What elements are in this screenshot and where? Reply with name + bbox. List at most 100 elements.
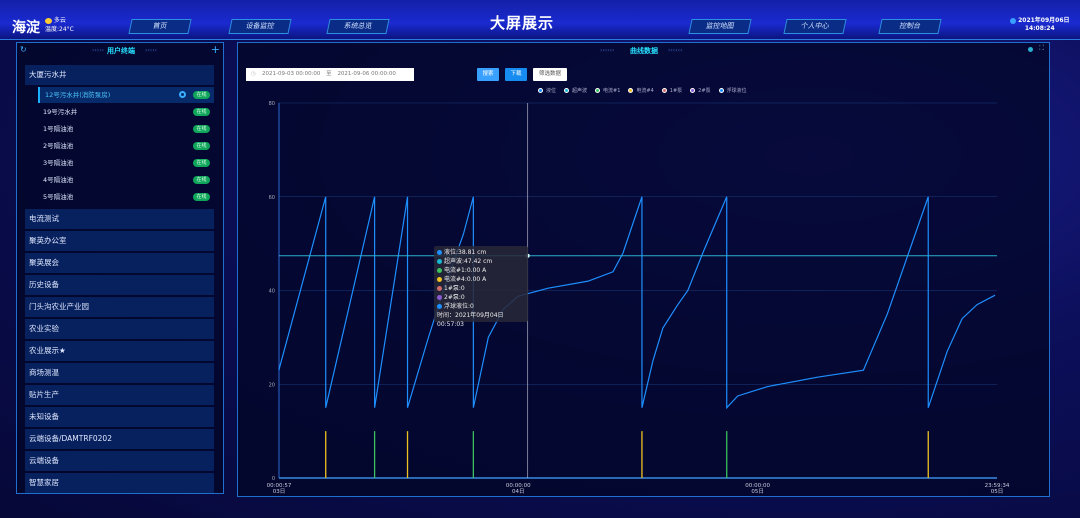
legend-dot-icon <box>628 88 634 93</box>
nav-device-monitor[interactable]: 设备监控 <box>228 19 292 34</box>
sidebar-title: 用户终端 <box>107 47 135 55</box>
download-button[interactable]: 下载 <box>505 68 527 81</box>
date-separator: 至 <box>326 71 332 77</box>
status-badge: 在线 <box>193 193 210 201</box>
status-badge: 在线 <box>193 108 210 116</box>
tree-item[interactable]: 1号隔油池 在线 <box>38 121 214 137</box>
series-dot-icon <box>437 268 442 273</box>
legend-dot-icon <box>661 88 667 93</box>
nav-home[interactable]: 首页 <box>128 19 192 34</box>
group-label: 门头沟农业产业园 <box>29 302 89 311</box>
group-label: 商场测温 <box>29 368 59 377</box>
tree-group[interactable]: 云端设备/DAMTRF0202 <box>25 429 214 449</box>
group-label: 农业实验 <box>29 324 59 333</box>
tree-item[interactable]: 3号隔油池 在线 <box>38 155 214 171</box>
group-label: 云端设备 <box>29 456 59 465</box>
legend-label: 1#泵 <box>669 88 683 94</box>
city-name: 海淀 <box>12 20 40 36</box>
settings-icon[interactable] <box>1028 47 1033 52</box>
tree-group[interactable]: 农业实验 <box>25 319 214 339</box>
tooltip-value: 浮球液位:0 <box>444 303 474 310</box>
group-label: 历史设备 <box>29 280 59 289</box>
tree-group[interactable]: 电流测试 <box>25 209 214 229</box>
legend-item[interactable]: 液位 <box>538 87 556 94</box>
legend-item[interactable]: 电流#1 <box>595 87 620 94</box>
tree-item[interactable]: 2号隔油池 在线 <box>38 138 214 154</box>
tree-group[interactable]: 历史设备 <box>25 275 214 295</box>
tooltip-value: 1#泵:0 <box>444 285 465 292</box>
top-header: 海淀 多云 温度:24°C 首页 设备监控 系统总览 大屏展示 监控地图 个人中… <box>0 0 1080 40</box>
legend-label: 电流#1 <box>603 88 621 94</box>
legend-label: 电流#4 <box>636 88 654 94</box>
search-button[interactable]: 搜索 <box>477 68 499 81</box>
legend-item[interactable]: 2#泵 <box>690 87 711 94</box>
series-dot-icon <box>437 250 442 255</box>
status-badge: 在线 <box>193 176 210 184</box>
tree-group[interactable]: 聚英展会 <box>25 253 214 273</box>
tree-item[interactable]: 5号隔油池 在线 <box>38 189 214 205</box>
status-badge: 在线 <box>193 91 210 99</box>
series-dot-icon <box>437 277 442 282</box>
fullscreen-icon[interactable]: ⛶ <box>1039 44 1044 52</box>
series-dot-icon <box>437 259 442 264</box>
tree-group[interactable]: 云端设备 <box>25 451 214 471</box>
tree-group[interactable]: 聚英办公室 <box>25 231 214 251</box>
legend-item[interactable]: 超声波 <box>564 87 587 94</box>
group-label: 贴片生产 <box>29 390 59 399</box>
chart-legend: 液位 超声波 电流#1 电流#4 1#泵 2#泵 浮球液位 <box>538 87 747 94</box>
arrows-decor: ‹‹‹‹‹ <box>145 47 157 54</box>
clock-icon: ◷ <box>251 71 256 77</box>
weather-widget: 多云 温度:24°C <box>45 16 74 34</box>
filter-data-button[interactable]: 筛选数据 <box>533 68 567 81</box>
legend-item[interactable]: 浮球液位 <box>718 87 747 94</box>
group-label: 智慧家居 <box>29 478 59 487</box>
chart-panel: ›››››› 曲线数据 ‹‹‹‹‹‹ ⛶ <box>237 42 1050 497</box>
tree-item[interactable]: 19号污水井 在线 <box>38 104 214 120</box>
tooltip-line: 1#泵:0 <box>437 284 525 293</box>
settings-icon[interactable] <box>179 91 186 98</box>
tree-item[interactable]: 4号隔油池 在线 <box>38 172 214 188</box>
arrows-decor: ›››››› <box>600 47 615 54</box>
date-range-input[interactable]: ◷ 2021-09-03 00:00:00 至 2021-09-06 00:00… <box>246 68 414 81</box>
legend-item[interactable]: 电流#4 <box>628 87 654 94</box>
tree-group[interactable]: 门头沟农业产业园 <box>25 297 214 317</box>
tooltip-line: 液位:38.81 cm <box>437 248 525 257</box>
status-badge: 在线 <box>193 125 210 133</box>
tree-group[interactable]: 商场测温 <box>25 363 214 383</box>
clock-icon <box>1010 17 1016 24</box>
tree-group[interactable]: 贴片生产 <box>25 385 214 405</box>
nav-personal-center[interactable]: 个人中心 <box>783 19 847 34</box>
tooltip-value: 电流#4:0.00 A <box>444 276 487 283</box>
legend-item[interactable]: 1#泵 <box>661 87 683 94</box>
series-dot-icon <box>437 304 442 309</box>
tree-item[interactable]: 12号污水井(消防泵房) 在线 <box>38 87 214 103</box>
arrows-decor: ‹‹‹‹‹‹ <box>668 47 683 54</box>
tooltip-line: 电流#1:0.00 A <box>437 266 525 275</box>
legend-label: 超声波 <box>572 88 588 94</box>
tooltip-value: 电流#1:0.00 A <box>444 267 487 274</box>
tooltip-line: 浮球液位:0 <box>437 302 525 311</box>
add-icon[interactable]: + <box>210 43 220 56</box>
group-label: 云端设备/DAMTRF0202 <box>29 434 112 443</box>
tree-group[interactable]: 智慧家居 <box>25 473 214 493</box>
end-date[interactable]: 2021-09-06 00:00:00 <box>337 71 396 77</box>
item-label: 4号隔油池 <box>43 176 74 184</box>
start-date[interactable]: 2021-09-03 00:00:00 <box>262 71 321 77</box>
series-dot-icon <box>437 286 442 291</box>
tree-group[interactable]: 未知设备 <box>25 407 214 427</box>
tree-group[interactable]: 大厦污水井 <box>25 65 214 85</box>
refresh-icon[interactable]: ↻ <box>20 45 27 54</box>
legend-dot-icon <box>690 88 696 93</box>
date-text: 2021年09月06日 <box>1018 17 1070 24</box>
nav-system-overview[interactable]: 系统总览 <box>326 19 390 34</box>
temperature: 温度:24°C <box>45 26 74 33</box>
tooltip-line: 电流#4:0.00 A <box>437 275 525 284</box>
tree-group[interactable]: 农业展示★ <box>25 341 214 361</box>
group-label: 未知设备 <box>29 412 59 421</box>
nav-monitor-map[interactable]: 监控地图 <box>688 19 752 34</box>
status-badge: 在线 <box>193 159 210 167</box>
legend-dot-icon <box>595 88 601 93</box>
nav-console[interactable]: 控制台 <box>878 19 942 34</box>
tooltip-value: 液位:38.81 cm <box>444 249 487 256</box>
item-label: 2号隔油池 <box>43 142 74 150</box>
